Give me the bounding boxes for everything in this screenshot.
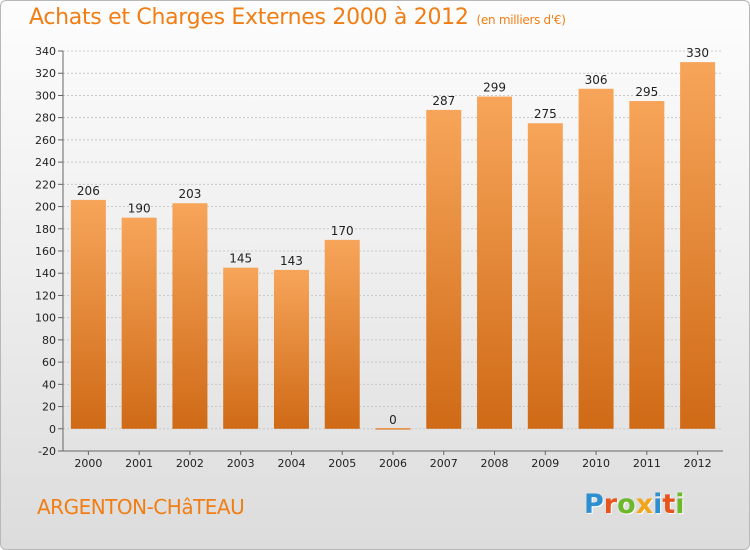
value-label-2005: 170 xyxy=(331,224,354,238)
town-name: ARGENTON-CHâTEAU xyxy=(37,495,245,519)
x-tick-label-2006: 2006 xyxy=(379,457,407,470)
value-label-2007: 287 xyxy=(432,94,455,108)
value-label-2003: 145 xyxy=(229,252,252,266)
y-tick-label: 260 xyxy=(35,134,56,147)
logo-letter: i xyxy=(653,489,663,520)
x-tick-label-2005: 2005 xyxy=(328,457,356,470)
bar-2004 xyxy=(273,269,309,429)
value-label-2002: 203 xyxy=(178,187,201,201)
x-tick-label-2007: 2007 xyxy=(430,457,458,470)
bar-2011 xyxy=(629,101,665,429)
bar-2006 xyxy=(375,428,411,430)
x-tick-label-2000: 2000 xyxy=(74,457,102,470)
y-tick-label: 340 xyxy=(35,45,56,58)
bar-2009 xyxy=(527,123,563,429)
y-tick-label: 300 xyxy=(35,89,56,102)
x-tick-label-2011: 2011 xyxy=(633,457,661,470)
y-tick-label: 320 xyxy=(35,67,56,80)
y-tick-labels: -20 0 20 40 60 80 100 120 140 160 180 200 220 240 260 2… xyxy=(35,45,63,458)
value-label-2012: 330 xyxy=(686,46,709,60)
logo-letter: t xyxy=(662,489,676,520)
y-tick-label: 280 xyxy=(35,112,56,125)
logo-letter: i xyxy=(675,489,685,520)
bar-2007 xyxy=(426,109,462,429)
y-tick-label: 100 xyxy=(35,312,56,325)
logo-letter: r xyxy=(603,489,618,520)
y-tick-label: 220 xyxy=(35,178,56,191)
y-tick-label: 200 xyxy=(35,201,56,214)
y-tick-label: 160 xyxy=(35,245,56,258)
bar-2001 xyxy=(121,217,157,429)
y-tick-label: 0 xyxy=(49,423,56,436)
y-tick-label: 180 xyxy=(35,223,56,236)
bar-2002 xyxy=(172,203,208,429)
value-label-2010: 306 xyxy=(585,73,608,87)
bar-2003 xyxy=(223,267,259,429)
bars: 206 190 203 145 143 170 0 287 299 275 306 295 330 xyxy=(70,46,716,430)
chart-title-text: Achats et Charges Externes 2000 à 2012 xyxy=(29,5,469,30)
proxiti-logo: Proxiti xyxy=(584,489,685,520)
bar-2008 xyxy=(477,96,513,429)
bar-2005 xyxy=(324,239,360,429)
bar-2000 xyxy=(70,199,106,429)
x-tick-label-2008: 2008 xyxy=(481,457,509,470)
x-tick-label-2004: 2004 xyxy=(277,457,305,470)
y-tick-label: 40 xyxy=(42,378,56,391)
logo-letter: x xyxy=(635,489,654,520)
value-label-2011: 295 xyxy=(635,85,658,99)
value-label-2008: 299 xyxy=(483,81,506,95)
x-tick-label-2001: 2001 xyxy=(125,457,153,470)
y-tick-label: 140 xyxy=(35,267,56,280)
value-label-2000: 206 xyxy=(77,184,100,198)
x-tick-label-2012: 2012 xyxy=(684,457,712,470)
y-tick-label: 20 xyxy=(42,401,56,414)
grid-lines xyxy=(63,50,723,452)
y-tick-label: 80 xyxy=(42,334,56,347)
x-tick-label-2010: 2010 xyxy=(582,457,610,470)
bar-2010 xyxy=(578,88,614,429)
logo-letter: o xyxy=(617,489,636,520)
value-label-2001: 190 xyxy=(128,202,151,216)
unit-label: (en milliers d'€) xyxy=(476,13,566,27)
logo-letter: P xyxy=(584,489,604,520)
chart-title: Achats et Charges Externes 2000 à 2012 (e… xyxy=(29,5,566,30)
y-tick-label: -20 xyxy=(38,445,56,458)
y-tick-label: 240 xyxy=(35,156,56,169)
x-tick-label-2003: 2003 xyxy=(227,457,255,470)
value-label-2009: 275 xyxy=(534,107,557,121)
value-label-2006: 0 xyxy=(389,413,397,427)
bar-2012 xyxy=(680,62,716,429)
x-tick-labels: 2000 2001 2002 2003 2004 2005 2006 2007 2008 2009… xyxy=(74,451,712,470)
y-tick-label: 120 xyxy=(35,289,56,302)
x-tick-label-2009: 2009 xyxy=(531,457,559,470)
value-label-2004: 143 xyxy=(280,254,303,268)
x-tick-label-2002: 2002 xyxy=(176,457,204,470)
y-tick-label: 60 xyxy=(42,356,56,369)
